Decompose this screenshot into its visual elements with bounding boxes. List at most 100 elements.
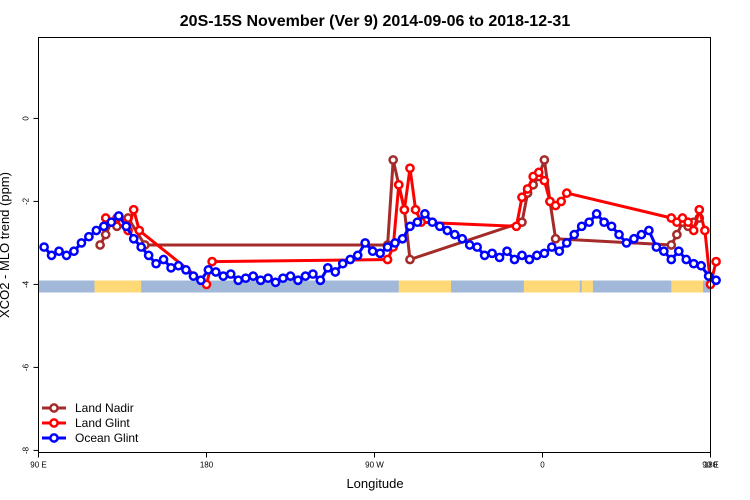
- data-point-ocean-glint: [300, 271, 311, 281]
- legend-marker: [49, 433, 59, 443]
- data-point-land-glint: [399, 204, 410, 215]
- data-point-land-glint: [522, 184, 533, 194]
- data-point-ocean-glint: [479, 250, 490, 261]
- data-point-ocean-glint: [546, 242, 557, 252]
- data-point-land-glint: [556, 196, 567, 207]
- data-point-ocean-glint: [449, 229, 460, 240]
- data-point-ocean-glint: [91, 225, 102, 236]
- data-point-ocean-glint: [158, 254, 169, 265]
- data-point-ocean-glint: [427, 217, 438, 228]
- data-point-ocean-glint: [688, 258, 699, 269]
- data-point-ocean-glint: [352, 250, 363, 261]
- data-point-land-glint: [711, 256, 721, 267]
- data-point-land-glint: [128, 204, 139, 215]
- y-tick-label: 0: [22, 116, 31, 121]
- data-point-ocean-glint: [196, 275, 206, 286]
- data-point-ocean-glint: [39, 242, 49, 252]
- data-point-ocean-glint: [434, 221, 445, 232]
- data-point-land-glint: [393, 179, 404, 190]
- data-point-ocean-glint: [367, 246, 378, 257]
- y-tick-label: -4: [22, 280, 31, 288]
- land-band-segment: [94, 280, 142, 293]
- data-point-ocean-glint: [464, 240, 475, 250]
- data-point-ocean-glint: [173, 260, 184, 271]
- data-point-ocean-glint: [629, 233, 639, 244]
- data-point-ocean-glint: [614, 229, 624, 240]
- data-point-ocean-glint: [278, 273, 288, 284]
- data-point-ocean-glint: [233, 275, 244, 286]
- data-point-land-nadir: [672, 229, 682, 240]
- x-tick-label: 90 E: [702, 461, 718, 470]
- data-point-ocean-glint: [412, 217, 423, 228]
- data-point-ocean-glint: [442, 225, 453, 236]
- data-point-ocean-glint: [151, 258, 161, 269]
- data-point-ocean-glint: [658, 246, 669, 257]
- data-point-ocean-glint: [46, 250, 57, 261]
- data-point-ocean-glint: [621, 238, 632, 248]
- data-point-land-nadir: [539, 155, 550, 165]
- data-point-ocean-glint: [270, 277, 281, 288]
- data-point-ocean-glint: [651, 242, 662, 252]
- data-point-land-glint: [561, 188, 572, 198]
- data-point-ocean-glint: [136, 242, 147, 252]
- data-point-ocean-glint: [166, 262, 176, 273]
- y-tick-label: -6: [22, 363, 31, 371]
- data-point-ocean-glint: [539, 248, 550, 259]
- legend-item-land-glint: Land Glint: [42, 416, 130, 430]
- data-point-ocean-glint: [711, 275, 721, 286]
- data-point-ocean-glint: [375, 248, 385, 259]
- data-point-ocean-glint: [576, 221, 587, 232]
- land-band-segment: [671, 280, 704, 293]
- data-point-ocean-glint: [345, 254, 356, 265]
- data-point-ocean-glint: [681, 254, 692, 265]
- data-point-ocean-glint: [255, 275, 266, 286]
- chart-title: 20S-15S November (Ver 9) 2014-09-06 to 2…: [180, 13, 571, 30]
- data-point-ocean-glint: [673, 246, 684, 257]
- data-point-ocean-glint: [584, 217, 595, 228]
- data-point-land-glint: [539, 175, 550, 186]
- data-point-land-glint: [694, 204, 705, 215]
- data-point-land-nadir: [388, 155, 399, 165]
- data-point-ocean-glint: [210, 267, 221, 277]
- data-point-ocean-glint: [98, 221, 109, 232]
- data-point-ocean-glint: [554, 246, 565, 257]
- data-point-ocean-glint: [636, 229, 647, 240]
- x-tick-label: 180: [200, 461, 214, 470]
- data-point-land-glint: [134, 225, 145, 236]
- data-point-ocean-glint: [293, 275, 303, 286]
- data-point-land-nadir: [550, 233, 561, 244]
- data-point-ocean-glint: [696, 260, 707, 271]
- data-point-ocean-glint: [240, 273, 251, 284]
- data-point-land-glint: [511, 221, 522, 232]
- data-point-land-glint: [410, 204, 421, 215]
- data-point-ocean-glint: [666, 254, 677, 265]
- legend-label: Land Glint: [75, 416, 130, 430]
- data-point-land-glint: [688, 225, 699, 236]
- legend-label: Ocean Glint: [75, 431, 139, 445]
- data-point-ocean-glint: [644, 225, 654, 236]
- data-point-ocean-glint: [106, 217, 117, 228]
- data-point-ocean-glint: [591, 209, 602, 219]
- data-point-ocean-glint: [472, 242, 483, 252]
- data-point-ocean-glint: [188, 271, 199, 281]
- series-layer: [39, 155, 721, 290]
- data-point-ocean-glint: [203, 265, 214, 275]
- land-band-segment: [581, 280, 593, 293]
- data-point-ocean-glint: [405, 221, 415, 232]
- land-band-segment: [523, 280, 580, 293]
- legend-item-land-nadir: Land Nadir: [42, 401, 134, 415]
- data-point-land-nadir: [100, 229, 111, 240]
- y-tick-label: -8: [22, 446, 31, 454]
- data-point-ocean-glint: [322, 262, 333, 273]
- data-point-ocean-glint: [285, 271, 296, 281]
- data-point-ocean-glint: [69, 246, 79, 257]
- data-point-ocean-glint: [315, 275, 326, 286]
- data-point-ocean-glint: [703, 271, 714, 281]
- data-point-ocean-glint: [360, 238, 371, 248]
- data-point-ocean-glint: [308, 269, 318, 279]
- data-point-ocean-glint: [561, 238, 572, 248]
- data-point-ocean-glint: [121, 221, 132, 232]
- data-point-ocean-glint: [218, 271, 229, 281]
